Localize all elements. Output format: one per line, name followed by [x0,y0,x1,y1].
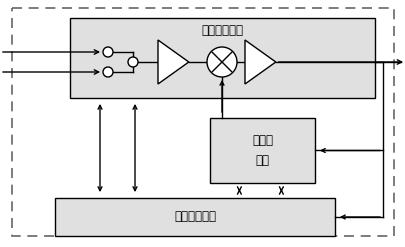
Polygon shape [158,40,188,84]
Bar [209,118,314,183]
Circle shape [207,47,237,77]
Circle shape [128,57,138,67]
Bar [70,18,374,98]
Text: 频率源
电路: 频率源 电路 [252,133,272,167]
Circle shape [103,67,113,77]
Text: 变频接收电路: 变频接收电路 [201,23,243,37]
Polygon shape [244,40,275,84]
Bar [55,198,334,236]
Circle shape [103,47,113,57]
Text: 电源控制电路: 电源控制电路 [174,210,215,224]
